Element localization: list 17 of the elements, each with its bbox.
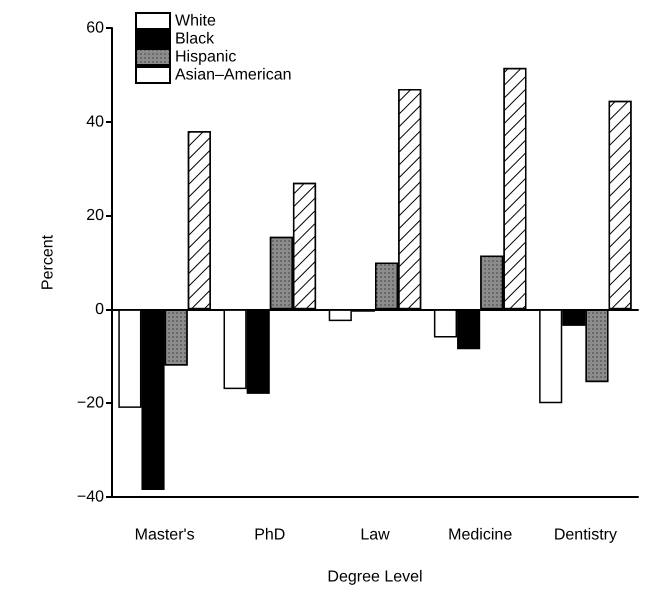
y-tick-label: 20	[86, 207, 104, 224]
x-axis-title: Degree Level	[327, 568, 423, 586]
y-tick-label: 60	[86, 20, 104, 36]
x-tick-label: Law	[360, 526, 390, 544]
x-tick-label: Master's	[134, 526, 195, 544]
y-tick-label: −40	[76, 488, 104, 506]
legend-label: Black	[175, 30, 216, 48]
y-axis-title: Percent	[40, 234, 56, 290]
legend-label: Asian–American	[175, 66, 292, 84]
legend-label: White	[175, 12, 216, 30]
y-tick-label: −20	[76, 394, 104, 412]
x-tick-label: PhD	[254, 526, 286, 544]
x-tick-label: Dentistry	[554, 526, 617, 544]
x-tick-label: Medicine	[448, 526, 512, 544]
y-tick-label: 40	[86, 113, 104, 130]
legend-label: Hispanic	[175, 48, 236, 66]
y-tick-label: 0	[95, 300, 104, 318]
